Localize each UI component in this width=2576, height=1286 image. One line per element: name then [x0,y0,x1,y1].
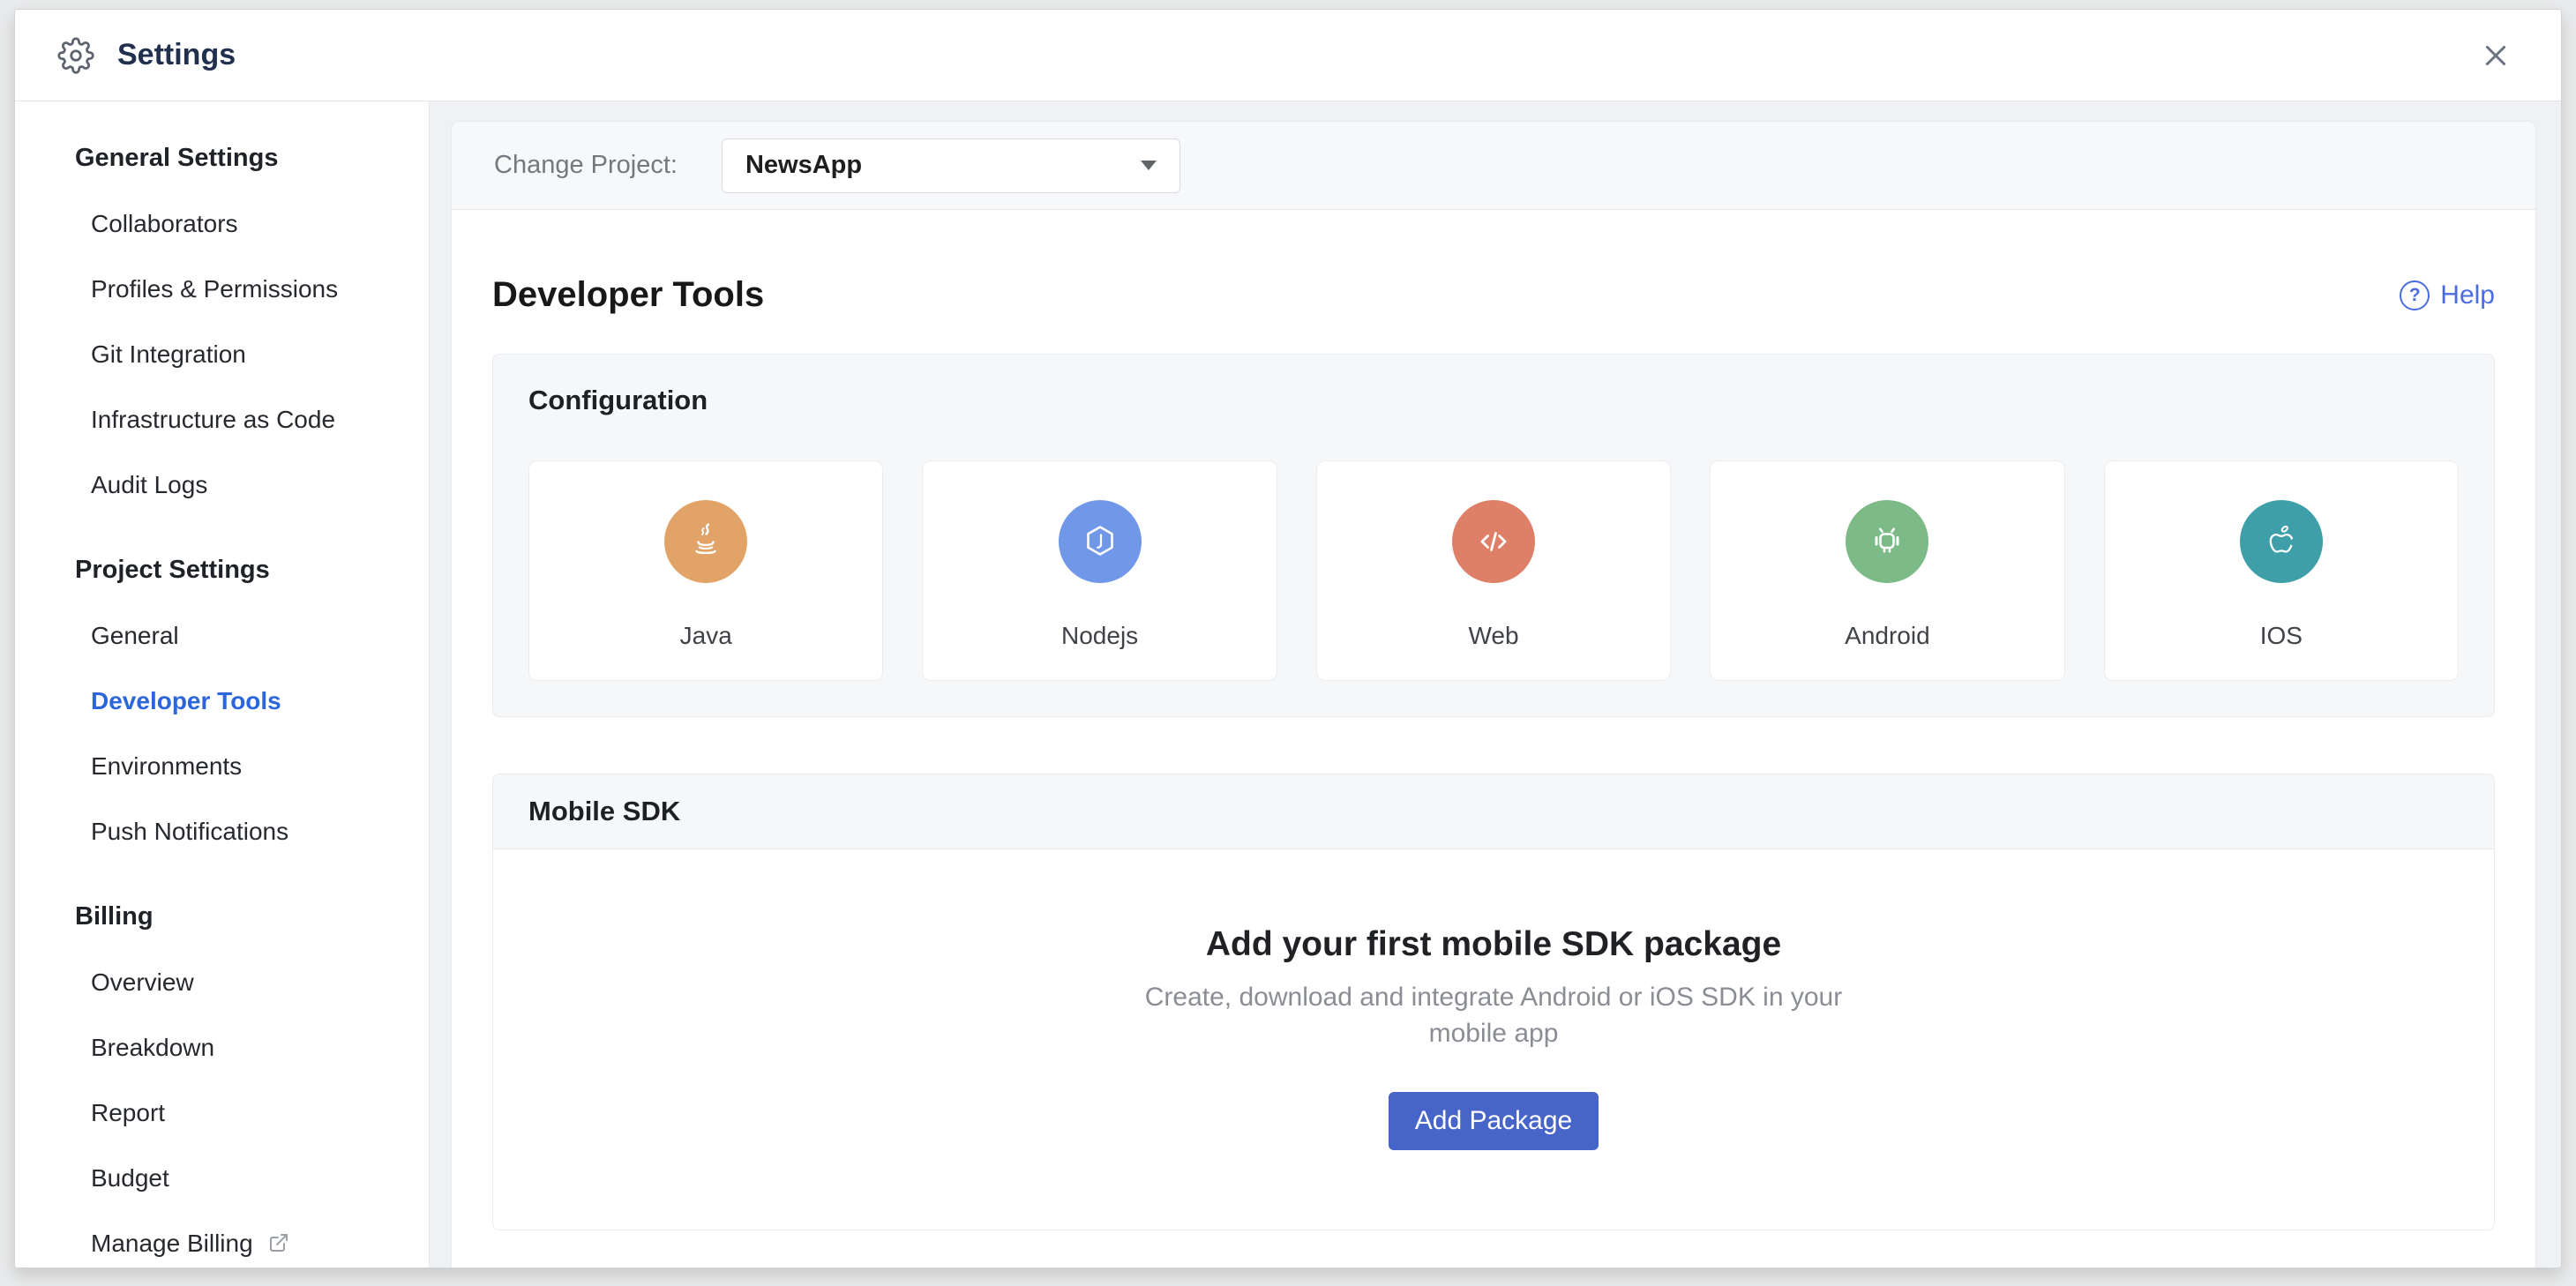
java-icon [664,500,748,583]
configuration-title: Configuration [528,385,708,415]
sidebar-item-manage-billing[interactable]: Manage Billing [91,1230,411,1258]
window-title: Settings [117,38,236,71]
card-label: IOS [2259,622,2303,649]
sidebar-item-git-integration[interactable]: Git Integration [91,340,246,368]
add-package-button[interactable]: Add Package [1388,1092,1599,1150]
help-link[interactable]: ? Help [2400,280,2495,310]
change-project-label: Change Project: [494,151,678,179]
chevron-down-icon [1140,161,1157,170]
sidebar-item-developer-tools[interactable]: Developer Tools [91,687,281,714]
empty-state-description: Create, download and integrate Android o… [1144,983,1843,1048]
card-label: Nodejs [1061,622,1139,649]
web-code-icon [1452,500,1536,583]
external-link-icon [268,1231,289,1252]
card-android[interactable]: Android [1710,460,2065,681]
sidebar-item-overview[interactable]: Overview [91,968,194,996]
project-bar: Change Project: NewsApp [452,122,2535,210]
card-label: Android [1845,622,1930,649]
sidebar-item-report[interactable]: Report [91,1099,166,1126]
settings-sidebar: General Settings Collaborators Profiles … [15,101,430,1267]
android-icon [1846,500,1929,583]
project-select[interactable]: NewsApp [721,138,1180,193]
gear-icon [57,36,94,74]
sidebar-item-environments[interactable]: Environments [91,752,243,780]
manage-billing-label: Manage Billing [91,1230,253,1257]
sidebar-section-general-settings: General Settings [75,144,279,172]
card-label: Web [1468,622,1519,649]
card-java[interactable]: Java [528,460,884,681]
sidebar-section-project-settings: Project Settings [75,556,270,584]
question-circle-icon: ? [2400,280,2430,310]
sidebar-item-budget[interactable]: Budget [91,1164,169,1192]
settings-window: Settings General Settings Collaborators … [14,9,2562,1268]
help-label: Help [2440,280,2495,310]
mobile-sdk-empty-state: Add your first mobile SDK package Create… [493,849,2494,1230]
sidebar-section-billing: Billing [75,902,154,931]
configuration-section: Configuration [492,354,2495,717]
nodejs-icon [1058,500,1142,583]
main-area: Change Project: NewsApp Developer Tools … [430,101,2561,1267]
sidebar-item-audit-logs[interactable]: Audit Logs [91,471,208,498]
window-header: Settings [15,10,2561,101]
sidebar-item-profiles-permissions[interactable]: Profiles & Permissions [91,275,339,303]
sidebar-item-push-notifications[interactable]: Push Notifications [91,818,289,845]
sidebar-item-breakdown[interactable]: Breakdown [91,1034,215,1061]
developer-tools-panel: Change Project: NewsApp Developer Tools … [451,121,2536,1267]
sidebar-item-infrastructure-as-code[interactable]: Infrastructure as Code [91,406,336,433]
card-web[interactable]: Web [1315,460,1672,681]
sidebar-item-collaborators[interactable]: Collaborators [91,210,238,237]
project-select-value: NewsApp [745,151,863,179]
card-ios[interactable]: IOS [2103,460,2460,681]
mobile-sdk-title: Mobile SDK [528,796,681,826]
sidebar-item-general[interactable]: General [91,622,179,649]
close-icon[interactable] [2476,36,2515,75]
card-label: Java [679,622,732,649]
card-nodejs[interactable]: Nodejs [922,460,1277,681]
empty-state-title: Add your first mobile SDK package [1205,925,1782,963]
mobile-sdk-section: Mobile SDK Add your first mobile SDK pac… [492,774,2495,1230]
page-title: Developer Tools [492,275,765,314]
apple-icon [2239,500,2323,583]
